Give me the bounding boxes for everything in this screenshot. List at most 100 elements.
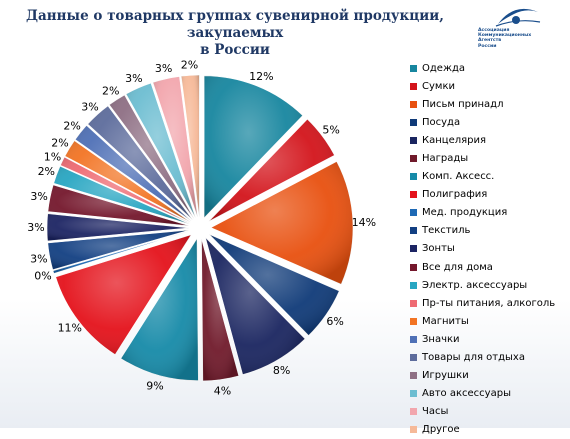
pie-data-label: 2%	[51, 137, 68, 150]
pie-data-label: 3%	[27, 221, 44, 234]
pie-data-label: 9%	[146, 380, 163, 393]
legend-label: Полиграфия	[422, 189, 488, 201]
legend-label: Авто аксессуары	[422, 388, 511, 400]
legend-item: Все для дома	[410, 258, 570, 276]
legend-item: Комп. Аксесс.	[410, 168, 570, 186]
pie-data-label: 3%	[81, 100, 98, 113]
pie-slice-shading	[47, 213, 190, 241]
pie-slice-shading	[53, 166, 190, 225]
pie-slice-shading	[209, 234, 340, 336]
pie-slice-shading	[181, 75, 200, 218]
pie-data-label: 2%	[181, 58, 198, 71]
logo-caption: Ассоциация Коммуникационных Агентств Рос…	[478, 28, 538, 49]
legend-item: Одежда	[410, 59, 570, 77]
pie-slice-shading	[120, 238, 199, 381]
legend-label: Другое	[422, 424, 460, 436]
legend-item: Электр. аксессуары	[410, 276, 570, 294]
pie-data-label: 1%	[44, 150, 61, 163]
legend-label: Пр-ты питания, алкоголь	[422, 297, 556, 309]
logo-globe-arc	[498, 8, 538, 24]
legend-swatch	[410, 390, 417, 398]
legend-swatch	[410, 82, 417, 90]
pie-slice-shading	[64, 140, 191, 223]
pie-slice-shading	[210, 161, 353, 285]
legend-label: Значки	[422, 333, 460, 345]
pie-slice-shading	[53, 231, 190, 274]
legend-item: Письм принадл	[410, 95, 570, 113]
legend-item: Товары для отдыха	[410, 349, 570, 367]
legend-swatch	[410, 426, 417, 434]
legend-swatch	[410, 118, 417, 126]
pie-data-label: 11%	[58, 322, 82, 335]
pie-slice-shading	[204, 75, 303, 218]
legend-swatch	[410, 408, 417, 416]
legend-item: Другое	[410, 421, 570, 439]
legend-label: Зонты	[422, 243, 455, 255]
pie-data-label: 5%	[322, 124, 339, 137]
pie-slice-shading	[87, 105, 193, 220]
pie-slices	[46, 74, 354, 382]
pie-data-label: 3%	[125, 72, 142, 85]
association-logo	[495, 8, 541, 27]
pie-data-label: 12%	[249, 70, 273, 83]
legend-swatch	[410, 372, 417, 380]
legend-swatch	[410, 173, 417, 181]
pie-data-label: 2%	[102, 84, 119, 97]
legend-swatch	[410, 191, 417, 199]
legend-item: Сумки	[410, 77, 570, 95]
legend-swatch	[410, 209, 417, 217]
legend-item: Мед. продукция	[410, 204, 570, 222]
legend-swatch	[410, 263, 417, 271]
pie-slice-shading	[109, 94, 195, 219]
legend-label: Мед. продукция	[422, 207, 508, 219]
legend-item: Награды	[410, 149, 570, 167]
pie-slice-shading	[208, 119, 335, 222]
pie-slice-shading	[55, 234, 192, 355]
legend-label: Одежда	[422, 62, 465, 74]
legend-item: Текстиль	[410, 222, 570, 240]
chart-title-line-1: Данные о товарных группах сувенирной про…	[26, 8, 444, 41]
pie-slice-shading	[47, 184, 190, 226]
legend-label: Посуда	[422, 116, 461, 128]
legend-label: Товары для отдыха	[422, 352, 525, 364]
legend-label: Сумки	[422, 80, 455, 92]
legend-item: Зонты	[410, 240, 570, 258]
pie-labels: 12%5%14%6%8%4%9%11%0%3%3%3%2%1%2%2%3%2%3…	[27, 58, 376, 397]
pie-slice-shading	[60, 157, 191, 224]
chart-title-line-2: в России	[200, 42, 270, 58]
legend-label: Текстиль	[422, 225, 471, 237]
legend-label: Письм принадл	[422, 98, 504, 110]
logo-caption-line: Коммуникационных	[478, 33, 532, 39]
legend-item: Значки	[410, 330, 570, 348]
pie-data-label: 2%	[38, 165, 55, 178]
chart-title: Данные о товарных группах сувенирной про…	[20, 8, 450, 59]
legend-swatch	[410, 64, 417, 72]
legend-label: Канцелярия	[422, 134, 486, 146]
legend-item: Игрушки	[410, 367, 570, 385]
pie-data-label: 2%	[63, 119, 80, 132]
legend-label: Все для дома	[422, 261, 493, 273]
legend-swatch	[410, 227, 417, 235]
logo-caption-line: Агентств	[478, 38, 502, 44]
logo-caption-line: Ассоциация	[478, 28, 510, 33]
pie-data-label: 3%	[155, 62, 172, 75]
legend-swatch	[410, 317, 417, 325]
pie-slice-shading	[47, 230, 190, 270]
legend-label: Часы	[422, 406, 449, 418]
legend-swatch	[410, 136, 417, 144]
legend-item: Посуда	[410, 113, 570, 131]
pie-chart: 12%5%14%6%8%4%9%11%0%3%3%3%2%1%2%2%3%2%3…	[27, 58, 376, 397]
legend-label: Магниты	[422, 315, 469, 327]
logo-caption-line: России	[478, 43, 497, 49]
logo-swoosh	[495, 20, 541, 27]
pie-data-label: 3%	[30, 252, 47, 265]
pie-slice-shading	[75, 125, 192, 222]
legend-swatch	[410, 100, 417, 108]
legend-label: Награды	[422, 153, 469, 165]
chart-legend: Одежда Сумки Письм принадл Посуда Канцелярия…	[410, 59, 570, 439]
pie-slice-shading	[126, 83, 196, 218]
legend-item: Авто аксессуары	[410, 385, 570, 403]
pie-slice-shading	[152, 76, 198, 218]
legend-swatch	[410, 245, 417, 253]
legend-item: Полиграфия	[410, 186, 570, 204]
